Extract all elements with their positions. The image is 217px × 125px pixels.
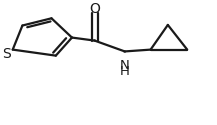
Text: S: S: [2, 48, 11, 62]
Text: N: N: [120, 59, 130, 72]
Text: H: H: [120, 65, 130, 78]
Text: O: O: [89, 2, 100, 16]
